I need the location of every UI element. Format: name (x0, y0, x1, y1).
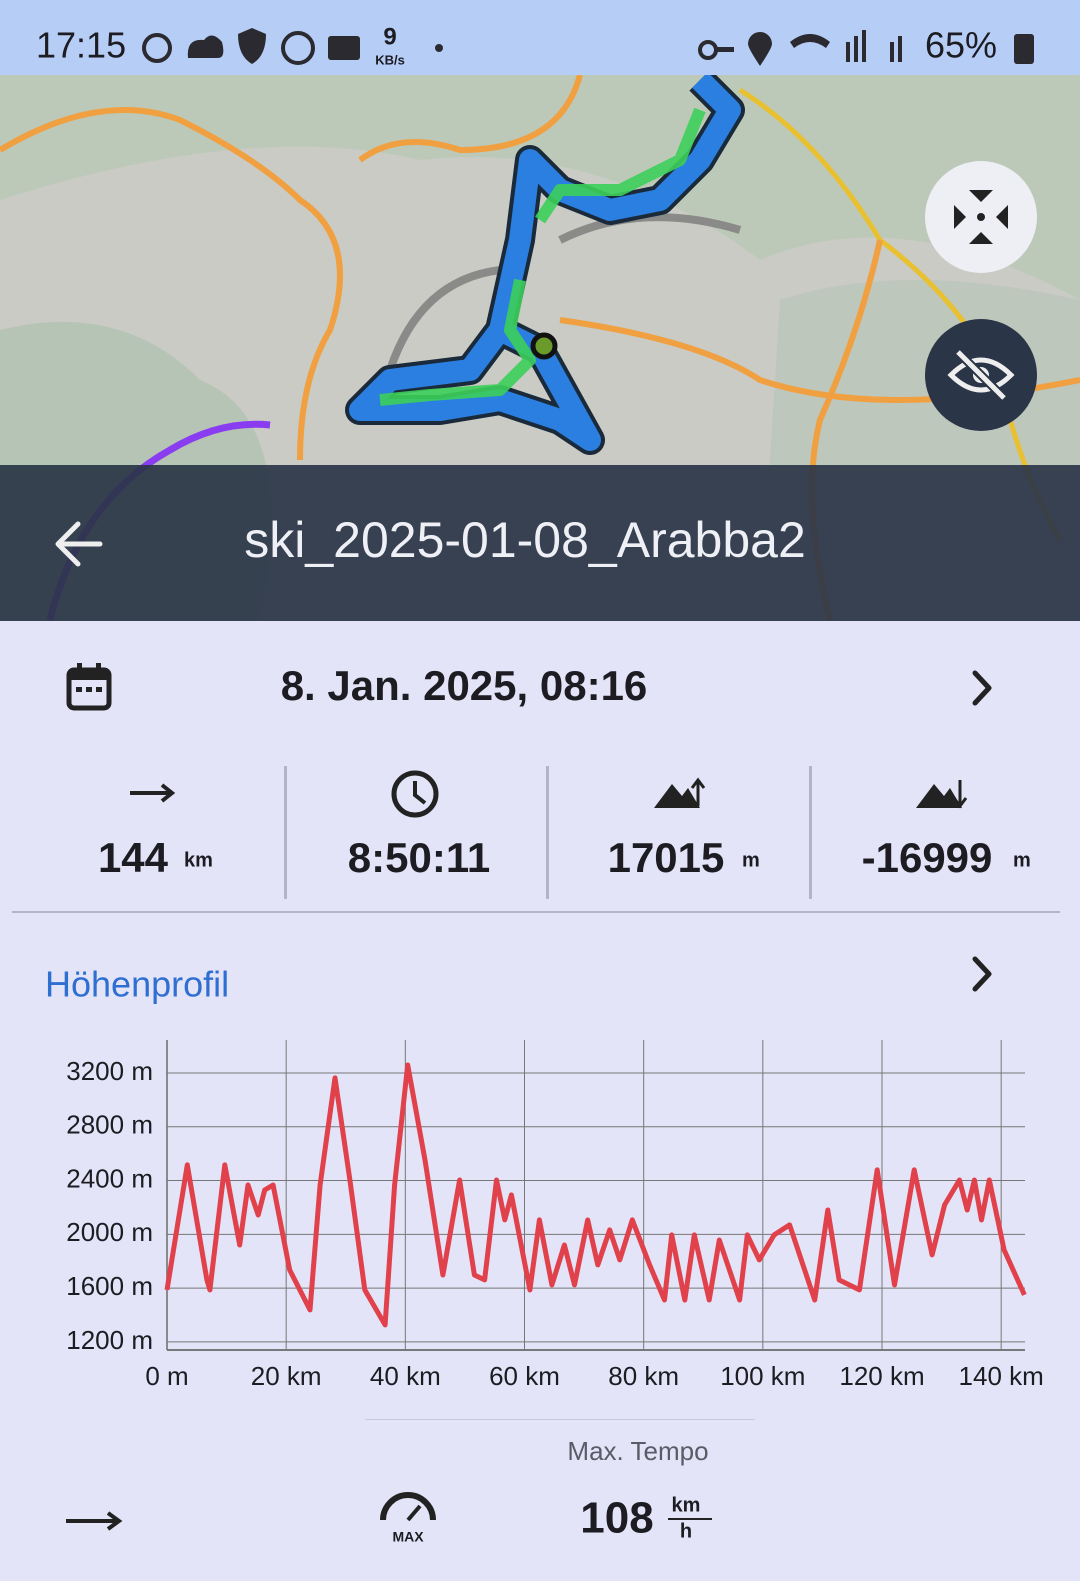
separator (365, 1419, 755, 1420)
elevation-chart: 1200 m 1600 m 2000 m 2400 m 2800 m 3200 m 0 m 2… (66, 1040, 1044, 1391)
calendar-icon (66, 663, 112, 711)
stat-dividers (284, 766, 812, 899)
track-title: ski_2025-01-08_Arabba2 (244, 512, 806, 568)
y-tick-label: 2000 m (66, 1217, 153, 1247)
y-tick-label: 3200 m (66, 1056, 153, 1086)
unit-fraction-bar (668, 1518, 712, 1520)
ascent-value: 17015 (608, 834, 725, 881)
x-tick-label: 60 km (489, 1361, 560, 1391)
x-tick-label: 40 km (370, 1361, 441, 1391)
net-speed: 9 (383, 23, 396, 50)
net-unit: KB/s (375, 52, 405, 67)
max-speed-unit-top: km (672, 1494, 701, 1516)
speedometer-label: MAX (392, 1529, 424, 1545)
x-tick-label: 0 m (145, 1361, 188, 1391)
x-tick-label: 80 km (608, 1361, 679, 1391)
battery-icon (1014, 34, 1034, 64)
date-chevron[interactable] (972, 670, 992, 706)
profile-title[interactable]: Höhenprofil (45, 964, 229, 1005)
track-date: 8. Jan. 2025, 08:16 (281, 662, 648, 709)
y-tick-label: 2400 m (66, 1163, 153, 1193)
notification-icons (142, 28, 443, 65)
distance-value: 144 (98, 834, 169, 881)
descent-unit: m (1013, 849, 1031, 871)
distance-unit: km (184, 849, 213, 871)
max-speed-unit-bottom: h (680, 1520, 692, 1542)
x-tick-label: 120 km (839, 1361, 924, 1391)
x-tick-label: 140 km (959, 1361, 1044, 1391)
distance-icon (66, 1511, 123, 1531)
speedometer-icon (380, 1492, 436, 1521)
clock: 17:15 (36, 25, 126, 66)
stat-icons (130, 770, 968, 818)
ascent-unit: m (742, 849, 760, 871)
x-tick-label: 20 km (251, 1361, 322, 1391)
y-tick-label: 2800 m (66, 1110, 153, 1140)
max-speed-label: Max. Tempo (567, 1436, 708, 1466)
x-tick-label: 100 km (720, 1361, 805, 1391)
battery-level: 65% (925, 25, 997, 66)
system-icons (698, 30, 902, 66)
duration-value: 8:50:11 (348, 834, 490, 881)
separator (12, 911, 1060, 913)
y-tick-label: 1200 m (66, 1325, 153, 1355)
max-speed-value: 108 (580, 1494, 653, 1543)
back-button[interactable] (55, 521, 103, 567)
elevation-line (164, 1062, 1027, 1328)
header (0, 465, 1080, 621)
descent-value: -16999 (862, 834, 993, 881)
profile-chevron[interactable] (972, 956, 992, 992)
y-tick-label: 1600 m (66, 1271, 153, 1301)
